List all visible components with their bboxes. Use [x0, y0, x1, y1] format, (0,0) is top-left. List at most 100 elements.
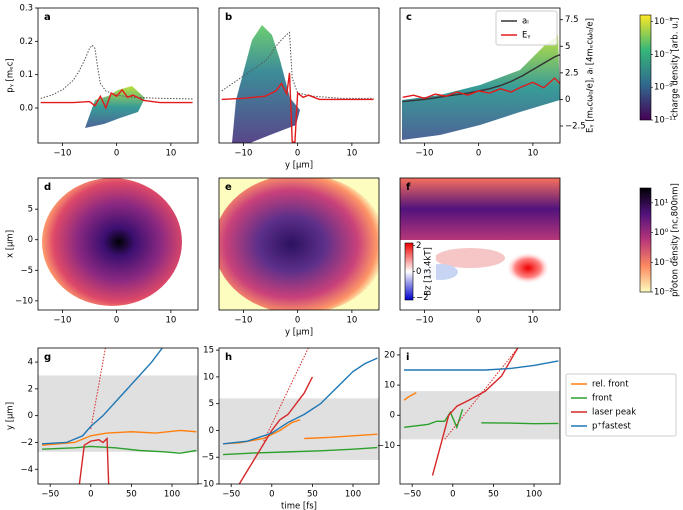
- shaded-band: [38, 375, 198, 452]
- x-axis-label: y [μm]: [285, 328, 313, 338]
- series-line: [263, 348, 309, 442]
- y-axis-label: y [μm]: [6, 402, 16, 430]
- x-tick-label: 50: [307, 490, 318, 500]
- x-tick-label: −10: [53, 316, 71, 326]
- y-tick-label: −5: [201, 453, 214, 463]
- legend-frame: [495, 10, 558, 46]
- series-line: [40, 44, 193, 100]
- y-tick-label: 0: [390, 411, 395, 421]
- colorbar-tick-label: 2: [416, 241, 421, 251]
- x-tick-label: 0: [269, 490, 274, 500]
- y-tick-label: 5: [28, 205, 33, 215]
- x-tick-label: 0: [114, 149, 119, 159]
- y-tick-label: 0.0: [19, 104, 33, 114]
- series-line: [403, 392, 417, 401]
- x-tick-label: −50: [41, 490, 59, 500]
- axes-frame: [37, 7, 199, 144]
- y-tick-label: 10: [203, 372, 214, 382]
- colorbar-tick-label: 10⁻⁹: [654, 83, 673, 93]
- y-tick-label: −5: [20, 266, 33, 276]
- y2-tick-label: −2.5: [565, 121, 586, 131]
- y-axis-label: pᵧ [mₑc]: [6, 58, 16, 92]
- axes-frame: [218, 7, 380, 144]
- x-tick-label: 0: [476, 149, 481, 159]
- axes-frame: [218, 177, 380, 311]
- series-line: [221, 72, 374, 143]
- panel-letter: e: [225, 182, 232, 193]
- x-tick-label: 10: [165, 149, 176, 159]
- series-line: [42, 429, 197, 446]
- series-line: [238, 376, 314, 484]
- colorbar-tick-label: 10⁰: [654, 228, 669, 238]
- y-tick-label: 0: [28, 235, 33, 245]
- panel-letter: a: [44, 12, 51, 23]
- colorbar-tick-label: 10⁻⁷: [654, 50, 673, 60]
- x-tick-label: −10: [234, 316, 252, 326]
- legend-label: front: [592, 394, 613, 404]
- x-tick-label: 10: [527, 316, 538, 326]
- y-tick-label: 2: [28, 384, 33, 394]
- y-tick-label: 20: [384, 350, 395, 360]
- shaded-band: [219, 398, 379, 460]
- y-tick-label: 0.3: [19, 4, 33, 14]
- y-tick-label: 15: [203, 346, 214, 356]
- x-tick-label: −50: [222, 490, 240, 500]
- series-line: [42, 348, 163, 445]
- series-line: [403, 409, 559, 430]
- y-tick-label: 10: [384, 381, 395, 391]
- x-tick-label: −50: [403, 490, 421, 500]
- y-tick-label: −10: [196, 480, 214, 490]
- legend-label: laser peak: [592, 408, 636, 418]
- axes-frame: [399, 177, 561, 311]
- colorbar-tick-label: −2: [416, 293, 429, 303]
- y2-tick-label: 7.5: [565, 15, 579, 25]
- colorbar: [639, 187, 652, 293]
- panel-letter: c: [406, 12, 412, 23]
- x-tick-label: 100: [345, 490, 361, 500]
- y-tick-label: 0.2: [19, 37, 33, 47]
- y-tick-label: −2: [20, 438, 33, 448]
- colorbar-tick-label: 10⁻⁵: [654, 17, 673, 27]
- panel-letter: h: [225, 352, 232, 363]
- x-tick-label: 10: [527, 149, 538, 159]
- colorbar-tick-label: 10¹: [654, 198, 668, 208]
- phase-space-cloud: [85, 25, 560, 143]
- y2-tick-label: 5: [565, 42, 570, 52]
- axes-frame: [399, 7, 561, 144]
- legend-label: aₗ: [522, 17, 529, 27]
- legend-label: p⁺fastest: [592, 422, 632, 432]
- panel-letter: b: [225, 12, 232, 23]
- y2-axis-label: Eᵧ [mₑcω₀/e], aₗ [4mₑcω₀/e]: [586, 18, 596, 133]
- y-tick-label: 0: [28, 411, 33, 421]
- x-tick-label: 10: [346, 149, 357, 159]
- axes-frame: [218, 347, 380, 485]
- proton-density-map: [42, 178, 560, 310]
- x-axis-label: y [μm]: [285, 161, 313, 171]
- y-tick-label: −10: [15, 296, 33, 306]
- x-tick-label: 100: [164, 490, 180, 500]
- series-line: [222, 357, 378, 445]
- colorbar-tick-label: 10⁻¹¹: [654, 116, 676, 126]
- colorbar-tick-label: 10⁻²: [654, 288, 673, 298]
- colorbar-tick-label: 0: [416, 267, 421, 277]
- y-tick-label: −10: [377, 441, 395, 451]
- y-tick-label: 5: [209, 399, 214, 409]
- x-tick-label: 0: [295, 316, 300, 326]
- panel-letter: f: [406, 182, 411, 193]
- x-tick-label: 0: [114, 316, 119, 326]
- series-line: [78, 436, 110, 484]
- colorbar: [639, 14, 652, 121]
- x-tick-label: 10: [165, 316, 176, 326]
- x-tick-label: 0: [476, 316, 481, 326]
- colorbar-label: proton density [nc,800nm]: [671, 183, 681, 297]
- series-line: [40, 88, 193, 110]
- legend-frame: [565, 373, 677, 437]
- x-tick-label: 50: [488, 490, 499, 500]
- series-line: [42, 445, 197, 454]
- y2-tick-label: 2.5: [565, 68, 579, 78]
- y-axis-label: x [μm]: [6, 230, 16, 258]
- legend-label: Eᵧ: [522, 31, 531, 41]
- y-tick-label: −4: [20, 465, 33, 475]
- legend-label: rel. front: [592, 380, 629, 390]
